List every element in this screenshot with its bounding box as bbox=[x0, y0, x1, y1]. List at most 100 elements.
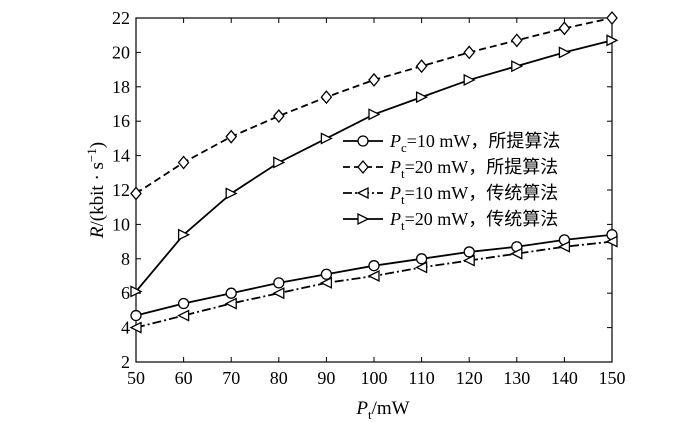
legend-label: Pt=20 mW，所提算法 bbox=[389, 157, 558, 181]
circle-marker bbox=[225, 287, 237, 299]
legend-item-4: Pt=20 mW，传统算法 bbox=[343, 209, 558, 233]
y-tick-label: 18 bbox=[112, 77, 130, 97]
series-3 bbox=[129, 235, 618, 334]
triangle-left-marker bbox=[272, 287, 285, 300]
diamond-marker bbox=[463, 45, 476, 60]
x-axis-subscript: t bbox=[368, 407, 372, 422]
triangle-right-marker bbox=[130, 285, 143, 298]
legend-item-1: Pc=10 mW，所提算法 bbox=[343, 131, 560, 155]
series-group bbox=[129, 10, 619, 334]
diamond-marker bbox=[368, 72, 380, 87]
axis-ticks: 50 60 70 80 90 100 110 120 130 140 150 2 4 6 8 10 12 14 16… bbox=[112, 8, 626, 388]
y-tick-label: 10 bbox=[112, 214, 130, 234]
x-tick-label: 60 bbox=[175, 368, 193, 388]
triangle-right-marker bbox=[225, 187, 238, 200]
x-tick-label: 50 bbox=[127, 368, 145, 388]
legend-symbol: P bbox=[389, 157, 401, 177]
diamond-marker bbox=[510, 33, 523, 48]
triangle-right-marker bbox=[463, 73, 476, 86]
y-tick-label: 2 bbox=[121, 352, 130, 372]
circle-marker bbox=[415, 253, 428, 265]
diamond-marker bbox=[415, 59, 428, 74]
x-tick-label: 90 bbox=[317, 368, 335, 388]
y-axis-title: R/(kbit · s−1) bbox=[84, 142, 108, 239]
y-tick-label: 12 bbox=[112, 180, 130, 200]
triangle-right-marker bbox=[273, 156, 286, 169]
x-tick-label: 150 bbox=[599, 368, 626, 388]
circle-marker bbox=[463, 246, 475, 258]
series-4 bbox=[130, 34, 619, 298]
legend-item-3: Pt=10 mW，传统算法 bbox=[343, 183, 558, 207]
y-tick-label: 6 bbox=[121, 283, 130, 303]
triangle-right-marker bbox=[368, 108, 381, 121]
circle-marker bbox=[357, 135, 369, 147]
triangle-left-marker bbox=[356, 186, 369, 200]
legend-subscript: t bbox=[401, 218, 405, 233]
triangle-left-marker bbox=[367, 269, 380, 283]
x-tick-label: 100 bbox=[361, 368, 388, 388]
legend-subscript: t bbox=[401, 192, 405, 207]
legend-label: Pt=20 mW，传统算法 bbox=[389, 209, 558, 233]
circle-marker bbox=[177, 297, 190, 310]
y-axis-unit: /(kbit · s bbox=[87, 162, 108, 226]
x-tick-label: 80 bbox=[270, 368, 288, 388]
legend-item-2: Pt=20 mW，所提算法 bbox=[343, 157, 558, 181]
triangle-right-marker bbox=[357, 212, 370, 226]
triangle-right-marker bbox=[177, 228, 191, 241]
diamond-marker bbox=[272, 109, 285, 124]
triangle-right-marker bbox=[415, 91, 429, 104]
x-tick-label: 110 bbox=[408, 368, 434, 388]
triangle-left-marker bbox=[510, 247, 523, 260]
triangle-left-marker bbox=[177, 309, 190, 322]
legend-rest: =10 mW，所提算法 bbox=[407, 131, 561, 151]
triangle-left-marker bbox=[319, 276, 333, 289]
circle-marker bbox=[273, 277, 285, 289]
triangle-left-marker bbox=[224, 297, 237, 310]
triangle-left-marker bbox=[557, 240, 571, 253]
series-line bbox=[135, 240, 613, 329]
x-axis-title: Pt/mW bbox=[355, 398, 409, 422]
legend-symbol: P bbox=[389, 131, 401, 151]
y-axis-close: ) bbox=[87, 142, 108, 148]
diamond-marker bbox=[320, 90, 333, 105]
legend-symbol: P bbox=[389, 209, 401, 229]
diamond-marker bbox=[357, 159, 369, 175]
x-axis-symbol: P bbox=[355, 398, 368, 419]
legend-subscript: t bbox=[401, 166, 405, 181]
triangle-right-marker bbox=[511, 60, 524, 73]
legend-label: Pc=10 mW，所提算法 bbox=[389, 131, 560, 155]
y-tick-label: 16 bbox=[112, 111, 130, 131]
x-tick-label: 130 bbox=[503, 368, 530, 388]
diamond-marker bbox=[130, 186, 142, 201]
y-tick-label: 22 bbox=[112, 8, 130, 28]
x-tick-label: 70 bbox=[222, 368, 240, 388]
x-tick-label: 140 bbox=[551, 368, 578, 388]
triangle-right-marker bbox=[606, 34, 619, 47]
triangle-right-marker bbox=[320, 132, 333, 145]
circle-marker bbox=[320, 268, 333, 280]
triangle-left-marker bbox=[605, 235, 618, 248]
series-2 bbox=[130, 10, 618, 201]
diamond-marker bbox=[606, 10, 618, 26]
y-axis-symbol: R bbox=[87, 226, 108, 239]
y-tick-label: 4 bbox=[121, 318, 130, 338]
legend-label: Pt=10 mW，传统算法 bbox=[389, 183, 558, 207]
diamond-marker bbox=[225, 129, 238, 144]
legend-rest: =10 mW，传统算法 bbox=[405, 183, 559, 203]
legend-rest: =20 mW，所提算法 bbox=[405, 157, 559, 177]
circle-marker bbox=[130, 309, 142, 322]
triangle-left-marker bbox=[415, 261, 428, 274]
y-tick-label: 14 bbox=[112, 146, 130, 166]
y-tick-label: 8 bbox=[121, 249, 130, 269]
legend-subscript: c bbox=[401, 140, 407, 155]
y-axis-superscript: −1 bbox=[84, 148, 99, 162]
diamond-marker bbox=[558, 21, 571, 36]
triangle-left-marker bbox=[129, 321, 142, 334]
triangle-right-marker bbox=[558, 46, 571, 59]
circle-marker bbox=[368, 260, 380, 272]
legend-rest: =20 mW，传统算法 bbox=[405, 209, 559, 229]
triangle-left-marker bbox=[462, 254, 475, 267]
y-tick-label: 20 bbox=[112, 42, 130, 62]
